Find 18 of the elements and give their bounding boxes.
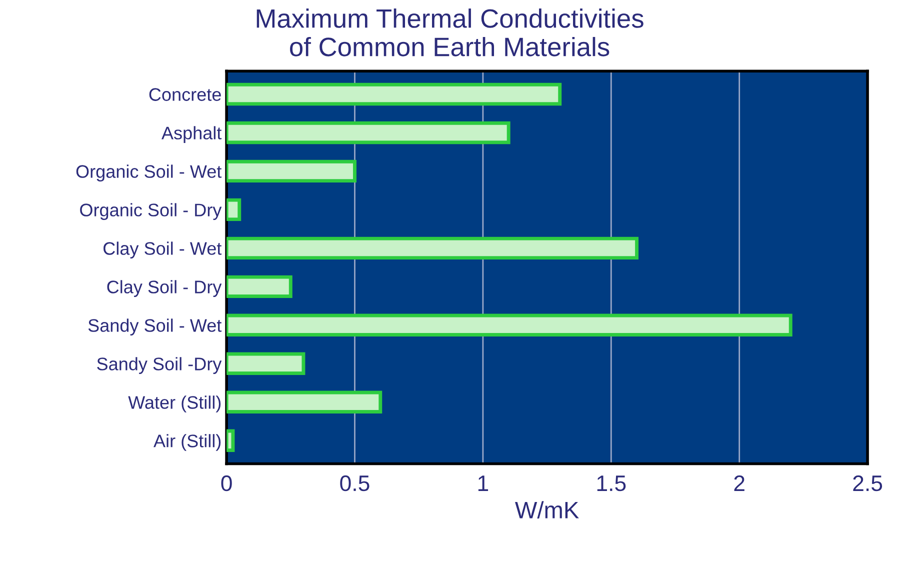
x-tick-label: 0.5 xyxy=(340,475,370,492)
x-tick-label: 1 xyxy=(478,476,488,491)
y-tick-label: Air (Still) xyxy=(154,434,221,451)
x-tick-label: 2.5 xyxy=(853,475,882,492)
y-tick-label: Clay Soil - Dry xyxy=(107,280,222,297)
y-tick-label: Organic Soil - Wet xyxy=(76,164,222,182)
y-tick-label: Water (Still) xyxy=(128,396,221,412)
y-tick-label: Sandy Soil -Dry xyxy=(97,357,222,374)
x-tick-label: 1.5 xyxy=(597,476,626,492)
y-tick-label: Clay Soil - Wet xyxy=(104,242,222,258)
x-tick-label: 0 xyxy=(221,475,232,492)
y-tick-label: Sandy Soil - Wet xyxy=(88,318,222,336)
x-axis-title: W/mK xyxy=(515,501,579,518)
y-tick-label: Organic Soil - Dry xyxy=(80,203,222,220)
x-tick-label: 2 xyxy=(734,475,744,491)
y-tick-label: Asphalt xyxy=(162,126,222,143)
chart-title: Maximum Thermal Conductivities of Common Earth Materials xyxy=(256,8,644,56)
y-tick-label: Concrete xyxy=(149,88,221,101)
